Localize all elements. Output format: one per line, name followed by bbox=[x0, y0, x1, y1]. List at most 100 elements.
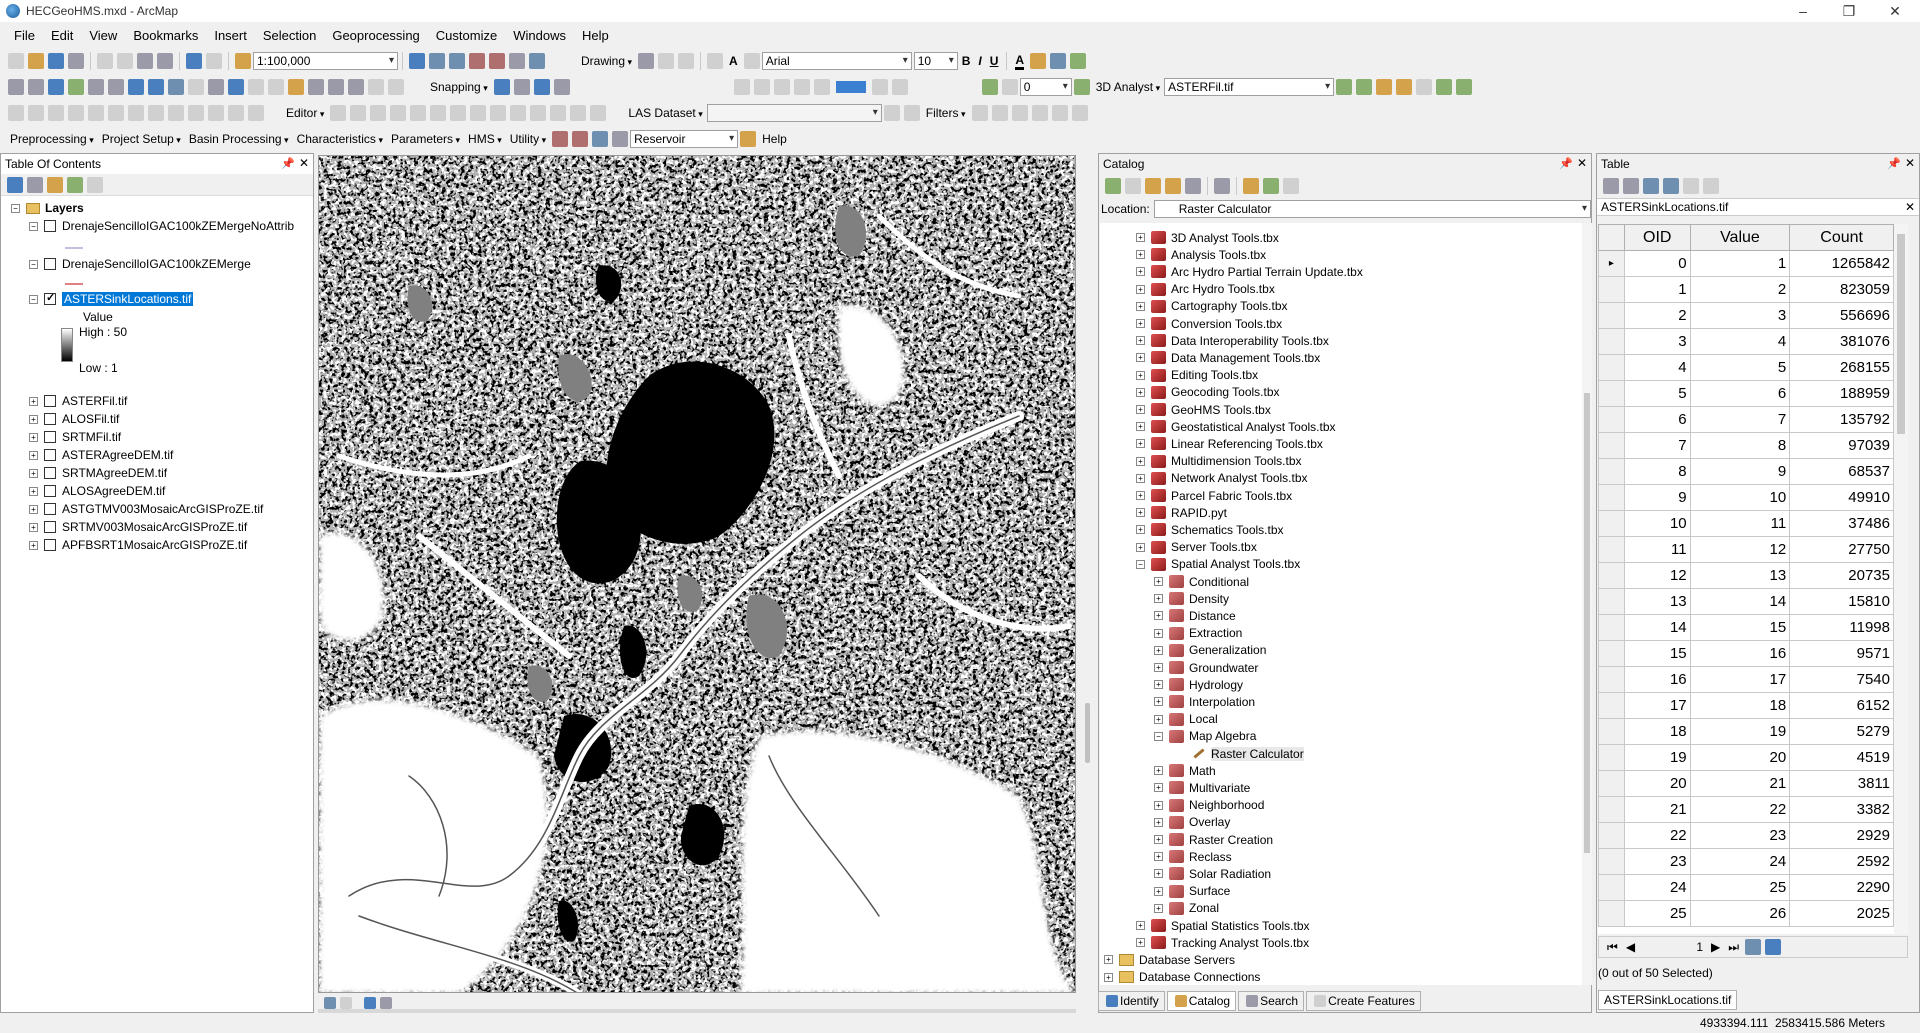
menu-windows[interactable]: Windows bbox=[513, 27, 566, 43]
row-selector[interactable] bbox=[1598, 822, 1625, 849]
expand-icon[interactable]: + bbox=[1154, 852, 1163, 862]
related-tables-icon[interactable] bbox=[1623, 178, 1639, 194]
table-row[interactable]: 7 8 97039 bbox=[1598, 432, 1894, 459]
show-all-records-icon[interactable] bbox=[1745, 939, 1762, 955]
layout-icon[interactable] bbox=[891, 79, 908, 95]
las-stats-icon[interactable] bbox=[1051, 105, 1068, 121]
show-selected-records-icon[interactable] bbox=[1765, 939, 1782, 955]
georef-tool2-icon[interactable] bbox=[28, 105, 44, 121]
zoom-whole-page-icon[interactable] bbox=[678, 53, 695, 69]
back-icon[interactable] bbox=[1105, 178, 1121, 194]
expand-icon[interactable]: + bbox=[1136, 422, 1145, 432]
3d-layer-combo[interactable]: ASTERFil.tif bbox=[1164, 78, 1335, 96]
tree-item-toolbox[interactable]: +3D Analyst Tools.tbx bbox=[1136, 229, 1279, 246]
las-surface-icon[interactable] bbox=[903, 105, 920, 121]
italic-button[interactable]: I bbox=[978, 54, 982, 68]
tree-item-toolset[interactable]: + Hydrology bbox=[1154, 676, 1243, 693]
tree-item-toolset[interactable]: + Conditional bbox=[1154, 573, 1249, 590]
row-selector[interactable] bbox=[1598, 848, 1625, 875]
point-delineation-icon[interactable] bbox=[552, 131, 569, 147]
tree-item-toolset[interactable]: + Zonal bbox=[1154, 900, 1219, 917]
straight-segment-icon[interactable] bbox=[370, 105, 387, 121]
list-by-drawing-order-icon[interactable] bbox=[7, 176, 23, 193]
steepest-path-icon[interactable] bbox=[1356, 79, 1373, 95]
expand-icon[interactable]: + bbox=[1136, 301, 1145, 311]
table-row[interactable]: 5 6 188959 bbox=[1598, 380, 1894, 407]
row-selector[interactable] bbox=[1598, 796, 1625, 823]
select-elements-tool-icon[interactable] bbox=[208, 79, 224, 95]
rotate-icon[interactable] bbox=[658, 53, 675, 69]
expand-icon[interactable]: + bbox=[1154, 835, 1163, 844]
select-features-icon[interactable] bbox=[168, 79, 184, 95]
toc-raster-4[interactable]: + SRTMAgreeDEM.tif bbox=[29, 464, 167, 482]
hyperlink-icon[interactable] bbox=[248, 79, 264, 95]
las-section-icon[interactable] bbox=[1031, 105, 1048, 121]
layer-checkbox[interactable] bbox=[44, 258, 56, 270]
georef4-icon[interactable] bbox=[793, 79, 810, 95]
toc-raster-0[interactable]: + ASTERFil.tif bbox=[29, 392, 127, 410]
expand-icon[interactable]: + bbox=[1154, 886, 1163, 896]
toc-layer-2[interactable]: − DrenajeSencilloIGAC100kZEMerge bbox=[29, 255, 251, 273]
tree-item-toolbox[interactable]: + Analysis Tools.tbx bbox=[1136, 246, 1266, 263]
minimize-button[interactable]: – bbox=[1799, 3, 1807, 19]
tree-item-toolset[interactable]: + Neighborhood bbox=[1154, 797, 1264, 814]
las-points-icon[interactable] bbox=[883, 105, 900, 121]
tree-item-toolset[interactable]: + Surface bbox=[1154, 883, 1230, 900]
table-row[interactable]: 21 22 3382 bbox=[1598, 796, 1894, 823]
fixed-zoom-in-icon[interactable] bbox=[88, 79, 104, 95]
expand-icon[interactable]: + bbox=[1136, 284, 1145, 294]
close-button[interactable]: ✕ bbox=[1889, 2, 1901, 19]
pin-icon[interactable]: 📌 bbox=[1887, 158, 1901, 170]
measure-icon[interactable] bbox=[288, 79, 304, 95]
tree-item-toolbox[interactable]: + Tracking Analyst Tools.tbx bbox=[1136, 934, 1309, 951]
row-selector[interactable] bbox=[1598, 640, 1625, 667]
tree-item-raster-calculator[interactable]: Raster Calculator bbox=[1176, 745, 1304, 762]
tree-item-toolbox[interactable]: + Server Tools.tbx bbox=[1136, 539, 1257, 556]
expand-icon[interactable]: + bbox=[1136, 250, 1145, 260]
row-selector[interactable] bbox=[1598, 380, 1625, 407]
fixed-zoom-out-icon[interactable] bbox=[108, 79, 124, 95]
expand-icon[interactable]: + bbox=[1154, 817, 1163, 827]
go-to-xy-icon[interactable] bbox=[348, 79, 364, 95]
expand-icon[interactable]: + bbox=[1154, 783, 1163, 793]
table-close-icon[interactable]: ✕ bbox=[1904, 156, 1915, 170]
georef-tool12-icon[interactable] bbox=[228, 105, 244, 121]
row-selector[interactable] bbox=[1598, 510, 1625, 537]
tree-item-toolset[interactable]: + Local bbox=[1154, 711, 1218, 728]
column-count[interactable]: Count bbox=[1789, 224, 1894, 251]
home-icon[interactable] bbox=[1165, 178, 1181, 194]
toc-window-icon[interactable] bbox=[429, 53, 445, 69]
table-row[interactable]: 15 16 9571 bbox=[1598, 640, 1894, 667]
expand-icon[interactable]: + bbox=[1154, 577, 1163, 586]
gray-tool-icon[interactable] bbox=[1001, 79, 1018, 95]
table-row[interactable]: 22 23 2929 bbox=[1598, 822, 1894, 849]
tree-item-toolbox[interactable]: + Cartography Tools.tbx bbox=[1136, 298, 1288, 315]
tree-item-toolbox[interactable]: + Geostatistical Analyst Tools.tbx bbox=[1136, 418, 1336, 435]
fill-color-icon[interactable] bbox=[1030, 53, 1047, 69]
arcglobe-icon[interactable] bbox=[1456, 79, 1473, 95]
las-dataset-menu[interactable]: LAS Dataset bbox=[628, 106, 702, 120]
find-route-icon[interactable] bbox=[328, 79, 344, 95]
profile-plot-icon[interactable] bbox=[592, 131, 609, 147]
color-swatch[interactable] bbox=[835, 81, 866, 93]
tree-item-toolset[interactable]: + Generalization bbox=[1154, 642, 1266, 659]
pan-icon[interactable] bbox=[48, 79, 64, 95]
layers-node[interactable]: − Layers bbox=[11, 199, 84, 217]
tree-item-toolbox[interactable]: + GeoHMS Tools.tbx bbox=[1136, 401, 1271, 418]
las-layer-combo[interactable] bbox=[706, 104, 882, 122]
table-row[interactable]: 16 17 7540 bbox=[1598, 666, 1894, 693]
row-selector[interactable] bbox=[1598, 458, 1625, 485]
table-row[interactable]: 2 3 556696 bbox=[1598, 302, 1894, 329]
search-window-icon[interactable] bbox=[469, 53, 485, 69]
cut-polygon-icon[interactable] bbox=[490, 105, 507, 121]
row-selector[interactable] bbox=[1598, 276, 1625, 303]
menu-customize[interactable]: Customize bbox=[435, 27, 498, 43]
menu-bookmarks[interactable]: Bookmarks bbox=[133, 27, 199, 43]
toc-raster-8[interactable]: + APFBSRT1MosaicArcGISProZE.tif bbox=[29, 536, 247, 554]
table-of-contents-icon[interactable] bbox=[871, 79, 888, 95]
table-row[interactable]: 8 9 68537 bbox=[1598, 458, 1894, 485]
arcscene-icon[interactable] bbox=[1436, 79, 1453, 95]
row-selector[interactable] bbox=[1598, 874, 1625, 901]
tree-item-toolbox[interactable]: + Network Analyst Tools.tbx bbox=[1136, 470, 1308, 487]
georef-tool10-icon[interactable] bbox=[188, 105, 204, 121]
